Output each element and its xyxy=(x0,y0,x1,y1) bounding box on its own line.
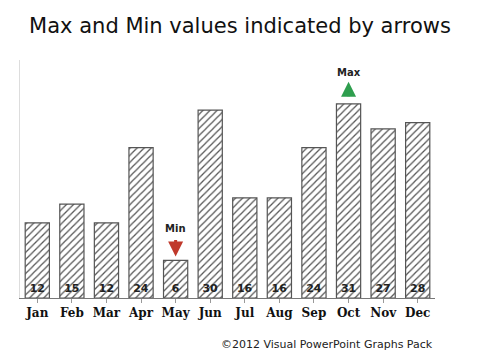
svg-text:Min: Min xyxy=(165,223,186,234)
svg-text:Dec: Dec xyxy=(405,306,430,320)
svg-text:Apr: Apr xyxy=(128,306,154,320)
svg-text:12: 12 xyxy=(99,282,114,295)
svg-text:28: 28 xyxy=(410,282,425,295)
svg-text:12: 12 xyxy=(30,282,45,295)
svg-text:24: 24 xyxy=(306,282,322,295)
svg-text:Oct: Oct xyxy=(337,306,361,320)
svg-text:Max and Min values indicated b: Max and Min values indicated by arrows xyxy=(29,14,451,38)
svg-text:Mar: Mar xyxy=(93,306,121,320)
svg-text:Nov: Nov xyxy=(370,306,397,320)
svg-text:Max: Max xyxy=(337,67,361,78)
svg-text:Aug: Aug xyxy=(265,306,293,320)
svg-text:Feb: Feb xyxy=(60,306,84,320)
svg-text:15: 15 xyxy=(64,282,79,295)
svg-text:27: 27 xyxy=(375,282,390,295)
svg-text:16: 16 xyxy=(272,282,288,295)
svg-text:Jan: Jan xyxy=(25,306,48,320)
svg-text:May: May xyxy=(162,306,191,320)
svg-text:Jul: Jul xyxy=(234,306,254,320)
svg-text:31: 31 xyxy=(341,282,356,295)
svg-text:Sep: Sep xyxy=(302,306,327,320)
svg-text:©2012 Visual PowerPoint Graphs: ©2012 Visual PowerPoint Graphs Pack xyxy=(221,338,433,351)
svg-text:30: 30 xyxy=(202,282,218,295)
svg-text:Jun: Jun xyxy=(198,306,222,320)
svg-text:24: 24 xyxy=(133,282,149,295)
svg-text:6: 6 xyxy=(172,282,180,295)
svg-text:16: 16 xyxy=(237,282,253,295)
